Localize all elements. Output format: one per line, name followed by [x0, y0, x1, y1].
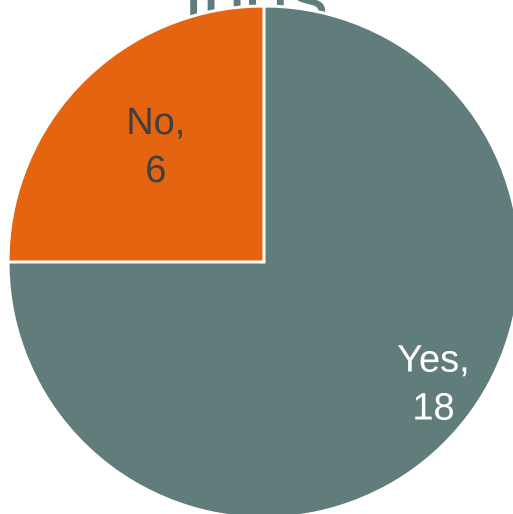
slice-value-label: 18 [412, 386, 454, 428]
slice-category-label: No, [126, 101, 185, 143]
pie-slice-yes [6, 4, 513, 514]
pie-slices [6, 4, 513, 514]
slice-label-no: No, 6 [126, 101, 185, 191]
slice-value-label: 6 [145, 149, 166, 191]
pie-slice-no [6, 4, 266, 264]
pie-labels: Yes, 18 No, 6 [126, 101, 470, 429]
slice-category-label: Yes, [397, 338, 470, 380]
slice-label-yes: Yes, 18 [397, 338, 470, 428]
